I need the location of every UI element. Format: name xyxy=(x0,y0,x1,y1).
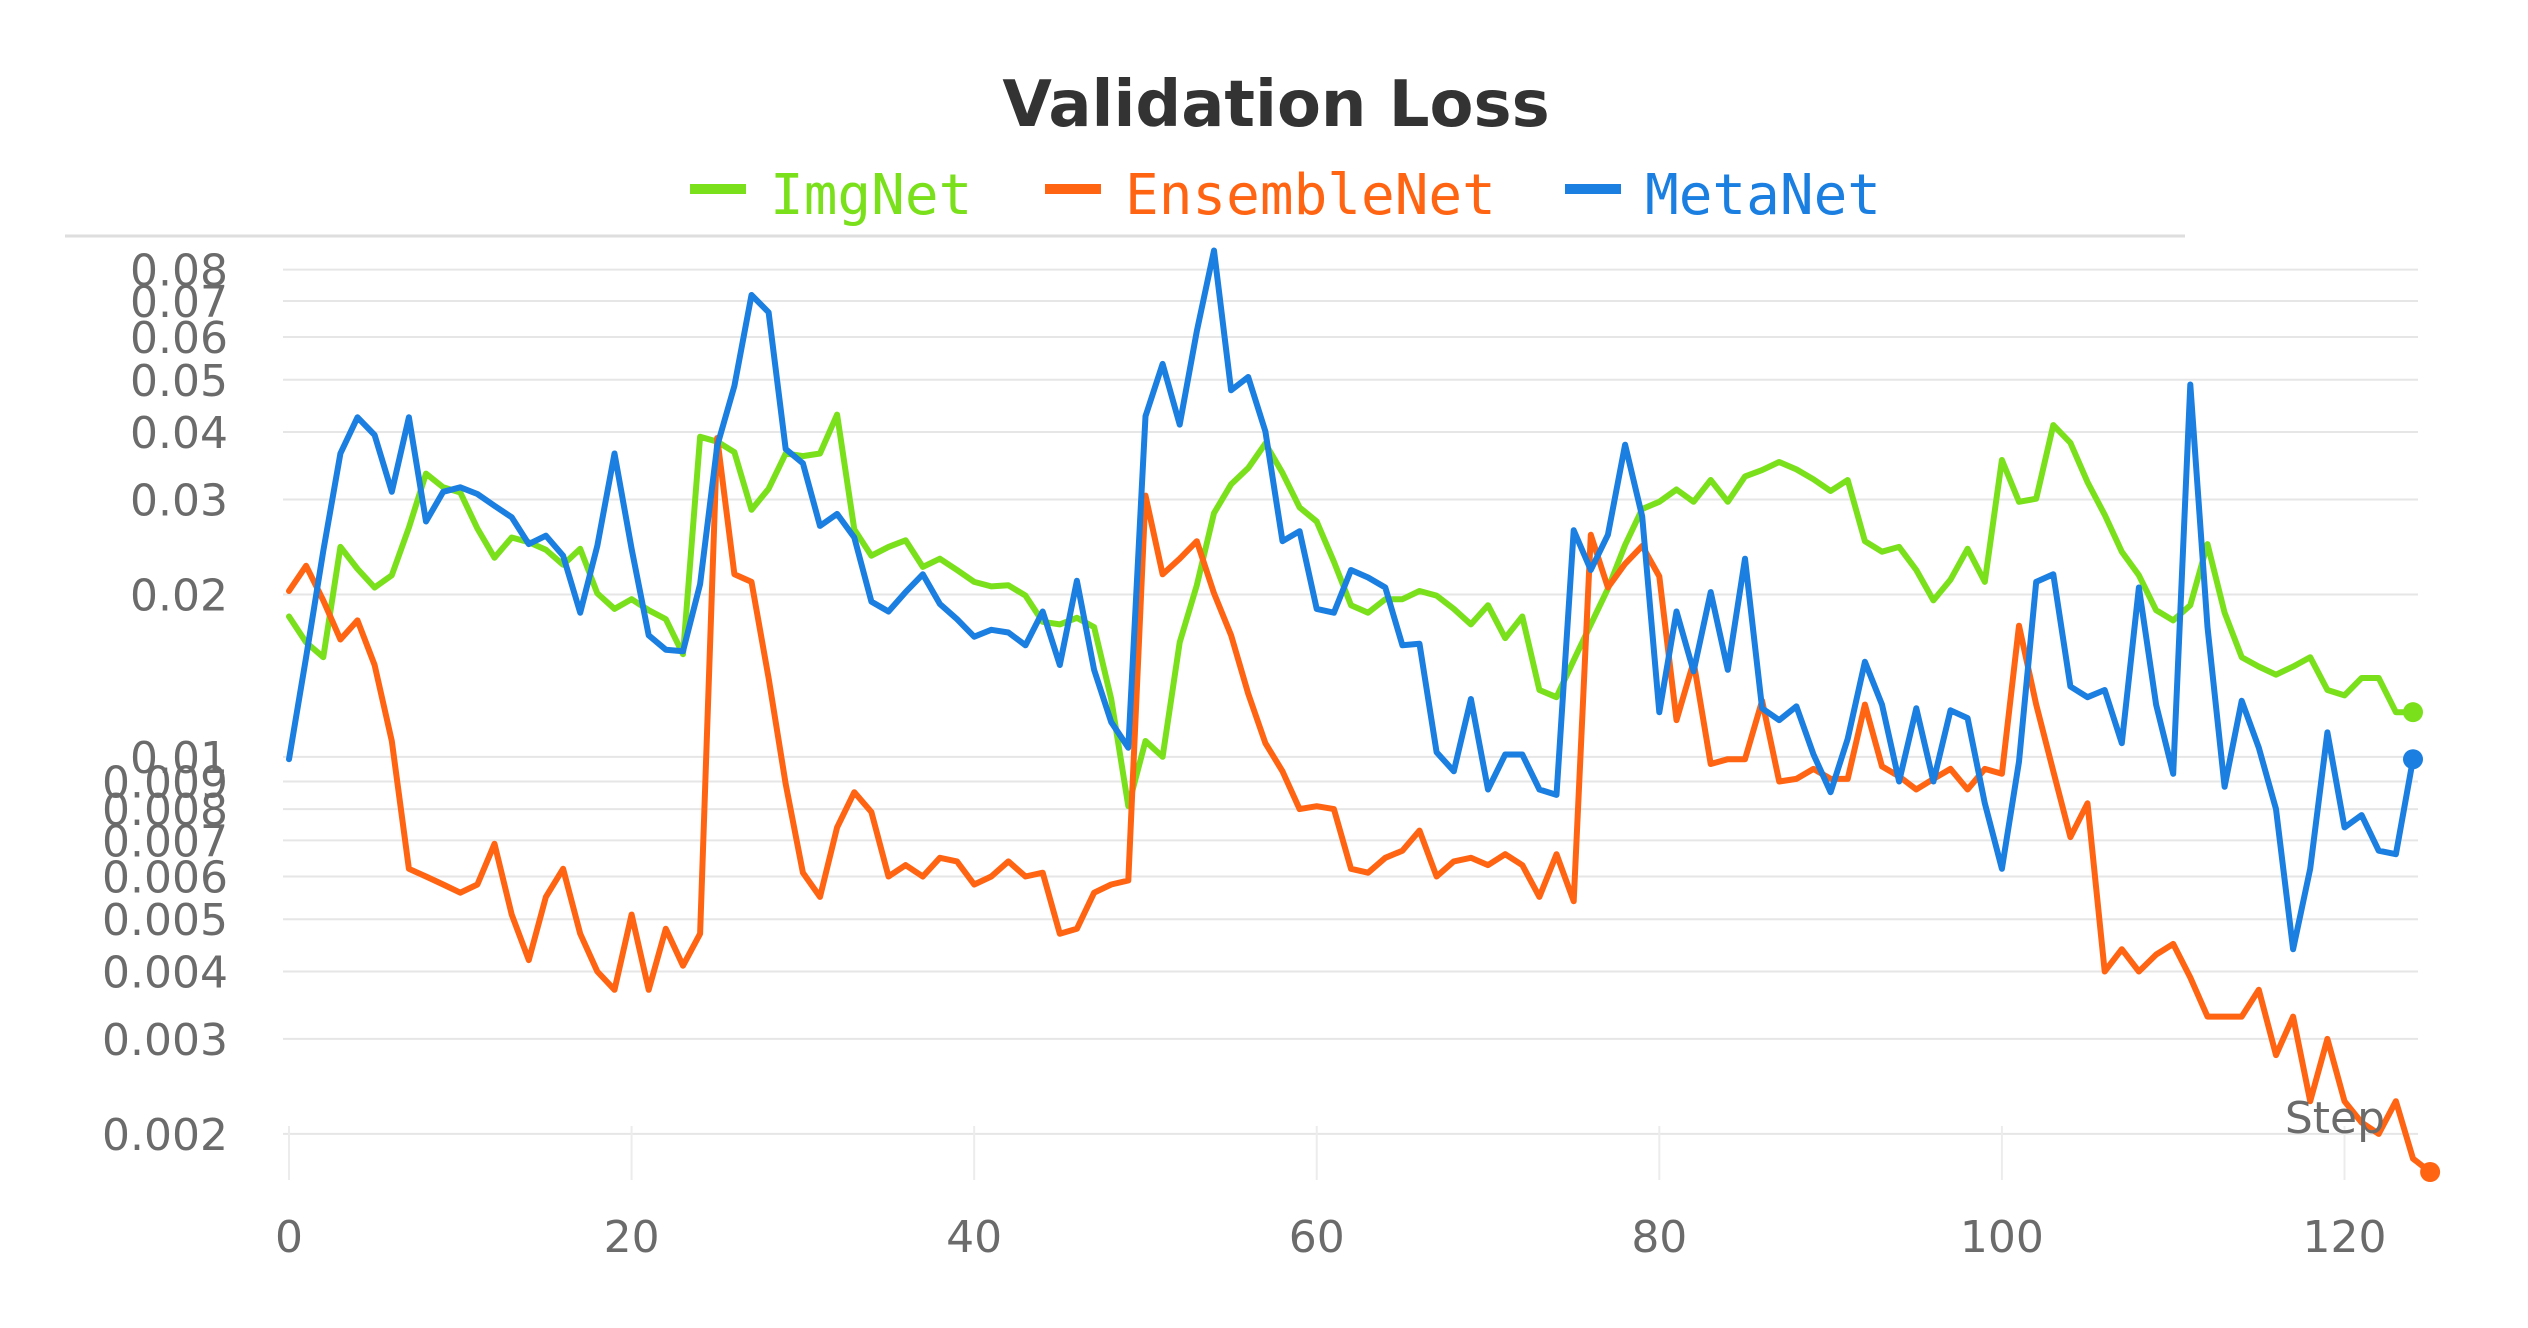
y-tick-label: 0.03 xyxy=(130,475,228,526)
series-line-metanet xyxy=(286,247,2416,953)
y-tick-label: 0.02 xyxy=(130,570,228,621)
series-end-marker-imgnet xyxy=(2403,702,2423,723)
y-tick-label: 0.06 xyxy=(130,313,228,364)
y-tick-label: 0.01 xyxy=(130,733,228,784)
legend-label-metanet: MetaNet xyxy=(1645,163,1881,228)
x-tick-label: 100 xyxy=(1960,1212,2044,1263)
y-axis-ticks: 0.002 0.003 0.0040.0050.0060.0070.0080.009… xyxy=(102,246,228,1161)
x-tick-label: 120 xyxy=(2302,1212,2386,1263)
legend: ImgNet EnsembleNet MetaNet xyxy=(690,163,1881,228)
legend-label-ensemblenet: EnsembleNet xyxy=(1125,163,1496,228)
series-line-ensemblenet xyxy=(286,435,2434,1175)
x-tick-label: 60 xyxy=(1289,1212,1345,1263)
y-tick-label: 0.007 xyxy=(102,816,228,867)
x-axis-ticks: 0 20 40 60 80 100 120 xyxy=(275,1126,2386,1263)
series-end-marker-metanet xyxy=(2403,749,2423,770)
x-tick-label: 0 xyxy=(275,1212,303,1263)
y-tick-label: 0.002 xyxy=(102,1110,228,1161)
y-tick-label: 0.05 xyxy=(130,356,228,407)
y-tick-label: 0.003 xyxy=(102,1015,228,1066)
y-tick-label: 0.04 xyxy=(130,408,228,459)
x-tick-label: 40 xyxy=(946,1212,1002,1263)
x-axis-label: Step xyxy=(2285,1093,2385,1144)
y-tick-label: 0.08 xyxy=(130,246,228,297)
grid xyxy=(283,268,2418,1135)
plot-area xyxy=(286,247,2441,1182)
series-line-imgnet xyxy=(286,411,2416,810)
legend-label-imgnet: ImgNet xyxy=(770,163,972,228)
y-tick-label: 0.005 xyxy=(102,895,228,946)
series-end-marker-ensemblenet xyxy=(2420,1162,2441,1182)
x-tick-label: 80 xyxy=(1631,1212,1687,1263)
chart-title: Validation Loss xyxy=(1002,68,1549,142)
y-tick-label: 0.006 xyxy=(102,853,228,904)
x-tick-label: 20 xyxy=(604,1212,660,1263)
y-tick-label: 0.009 xyxy=(102,758,228,809)
y-tick-label: 0.008 xyxy=(102,785,228,836)
y-tick-label: 0.004 xyxy=(102,948,228,999)
y-tick-label: 0.07 xyxy=(130,277,228,328)
